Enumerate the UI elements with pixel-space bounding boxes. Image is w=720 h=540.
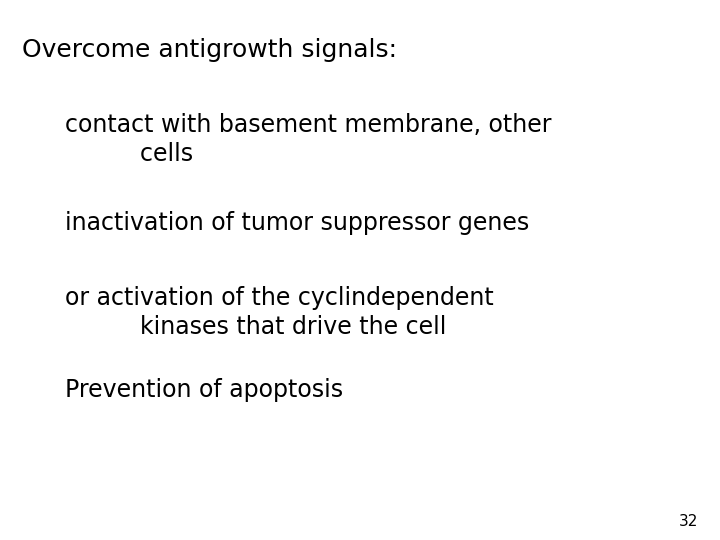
Text: Overcome antigrowth signals:: Overcome antigrowth signals:: [22, 38, 397, 62]
Text: or activation of the cyclindependent
          kinases that drive the cell: or activation of the cyclindependent kin…: [65, 286, 493, 339]
Text: inactivation of tumor suppressor genes: inactivation of tumor suppressor genes: [65, 211, 529, 234]
Text: contact with basement membrane, other
          cells: contact with basement membrane, other ce…: [65, 113, 552, 166]
Text: Prevention of apoptosis: Prevention of apoptosis: [65, 378, 343, 402]
Text: 32: 32: [679, 514, 698, 529]
